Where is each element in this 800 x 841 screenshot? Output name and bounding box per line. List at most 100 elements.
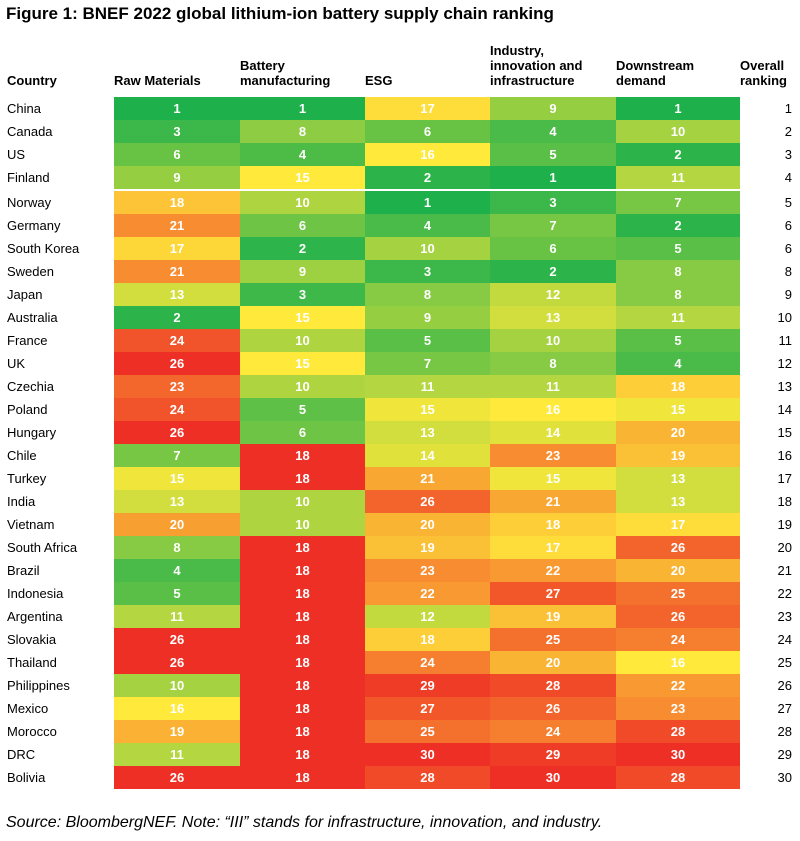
overall-ranking: 18 [777, 494, 792, 509]
heatmap-cell: 2 [616, 214, 740, 237]
country-name: Mexico [7, 701, 49, 716]
column-header: Raw Materials [114, 73, 201, 88]
overall-ranking: 13 [777, 379, 792, 394]
heatmap-cell: 11 [114, 743, 240, 766]
overall-ranking: 14 [777, 402, 792, 417]
heatmap-cell: 4 [616, 352, 740, 375]
heatmap-cell: 26 [114, 352, 240, 375]
heatmap-cell: 11 [616, 306, 740, 329]
heatmap-cell: 6 [240, 214, 365, 237]
heatmap-cell: 27 [490, 582, 616, 605]
heatmap-cell: 30 [365, 743, 490, 766]
heatmap-cell: 22 [365, 582, 490, 605]
heatmap-cell: 13 [114, 490, 240, 513]
heatmap-cell: 20 [365, 513, 490, 536]
heatmap-cell: 30 [616, 743, 740, 766]
heatmap-cell: 10 [365, 237, 490, 260]
country-name: Argentina [7, 609, 63, 624]
heatmap-cell: 18 [240, 536, 365, 559]
heatmap-cell: 15 [114, 467, 240, 490]
heatmap-cell: 10 [240, 191, 365, 214]
heatmap-cell: 27 [365, 697, 490, 720]
heatmap-cell: 4 [490, 120, 616, 143]
heatmap-cell: 11 [114, 605, 240, 628]
country-name: Thailand [7, 655, 57, 670]
overall-ranking: 20 [777, 540, 792, 555]
heatmap-cell: 16 [365, 143, 490, 166]
overall-ranking: 23 [777, 609, 792, 624]
heatmap-cell: 5 [365, 329, 490, 352]
heatmap-cell: 26 [114, 421, 240, 444]
heatmap-cell: 7 [114, 444, 240, 467]
heatmap-cell: 19 [616, 444, 740, 467]
country-name: Poland [7, 402, 48, 417]
table-row: China 1 1 17 9 1 1 [0, 97, 800, 120]
heatmap-cell: 18 [240, 467, 365, 490]
heatmap-cell: 25 [365, 720, 490, 743]
table-row: South Africa 8 18 19 17 26 20 [0, 536, 800, 559]
overall-ranking: 11 [778, 333, 793, 348]
table-row: Japan 13 3 8 12 8 9 [0, 283, 800, 306]
heatmap-cell: 10 [616, 120, 740, 143]
heatmap-cell: 15 [365, 398, 490, 421]
heatmap-cell: 9 [490, 97, 616, 120]
heatmap-cell: 15 [490, 467, 616, 490]
heatmap-cell: 7 [616, 191, 740, 214]
column-header: Industry, innovation and infrastructure [490, 43, 583, 88]
heatmap-cell: 9 [365, 306, 490, 329]
heatmap-cell: 2 [490, 260, 616, 283]
overall-ranking: 9 [784, 287, 792, 302]
column-header: Country [7, 73, 57, 88]
country-name: DRC [7, 747, 36, 762]
heatmap-cell: 9 [114, 166, 240, 189]
heatmap-cell: 28 [616, 720, 740, 743]
table-row: Sweden 21 9 3 2 8 8 [0, 260, 800, 283]
heatmap-cell: 19 [114, 720, 240, 743]
heatmap-cell: 5 [616, 329, 740, 352]
heatmap-cell: 17 [490, 536, 616, 559]
heatmap-cell: 5 [114, 582, 240, 605]
table-row: Canada 3 8 6 4 10 2 [0, 120, 800, 143]
overall-ranking: 16 [777, 448, 792, 463]
overall-ranking: 26 [777, 678, 792, 693]
heatmap-cell: 10 [240, 513, 365, 536]
country-name: Vietnam [7, 517, 55, 532]
country-name: Bolivia [7, 770, 46, 785]
heatmap-cell: 14 [365, 444, 490, 467]
table-row: Indonesia 5 18 22 27 25 22 [0, 582, 800, 605]
heatmap-cell: 1 [365, 191, 490, 214]
heatmap-cell: 18 [616, 375, 740, 398]
heatmap-cell: 12 [365, 605, 490, 628]
heatmap-cell: 16 [114, 697, 240, 720]
heatmap-cell: 25 [490, 628, 616, 651]
heatmap-cell: 19 [490, 605, 616, 628]
heatmap-cell: 28 [490, 674, 616, 697]
heatmap-cell: 11 [490, 375, 616, 398]
overall-ranking: 24 [777, 632, 792, 647]
heatmap-cell: 23 [616, 697, 740, 720]
country-name: Chile [7, 448, 37, 463]
heatmap-cell: 22 [490, 559, 616, 582]
heatmap-cell: 21 [490, 490, 616, 513]
heatmap-cell: 2 [114, 306, 240, 329]
heatmap-cell: 1 [490, 166, 616, 189]
country-name: US [7, 147, 26, 162]
heatmap-cell: 17 [365, 97, 490, 120]
heatmap-cell: 23 [490, 444, 616, 467]
country-name: Indonesia [7, 586, 64, 601]
heatmap-cell: 10 [240, 490, 365, 513]
overall-ranking: 15 [777, 425, 792, 440]
heatmap-cell: 13 [365, 421, 490, 444]
heatmap-cell: 26 [616, 536, 740, 559]
overall-ranking: 25 [777, 655, 792, 670]
heatmap-cell: 5 [616, 237, 740, 260]
heatmap-cell: 4 [240, 143, 365, 166]
heatmap-cell: 7 [365, 352, 490, 375]
heatmap-cell: 26 [616, 605, 740, 628]
overall-ranking: 21 [777, 563, 792, 578]
country-name: Slovakia [7, 632, 57, 647]
table-row: Mexico 16 18 27 26 23 27 [0, 697, 800, 720]
heatmap-cell: 18 [240, 651, 365, 674]
overall-ranking: 28 [777, 724, 792, 739]
heatmap-cell: 1 [114, 97, 240, 120]
